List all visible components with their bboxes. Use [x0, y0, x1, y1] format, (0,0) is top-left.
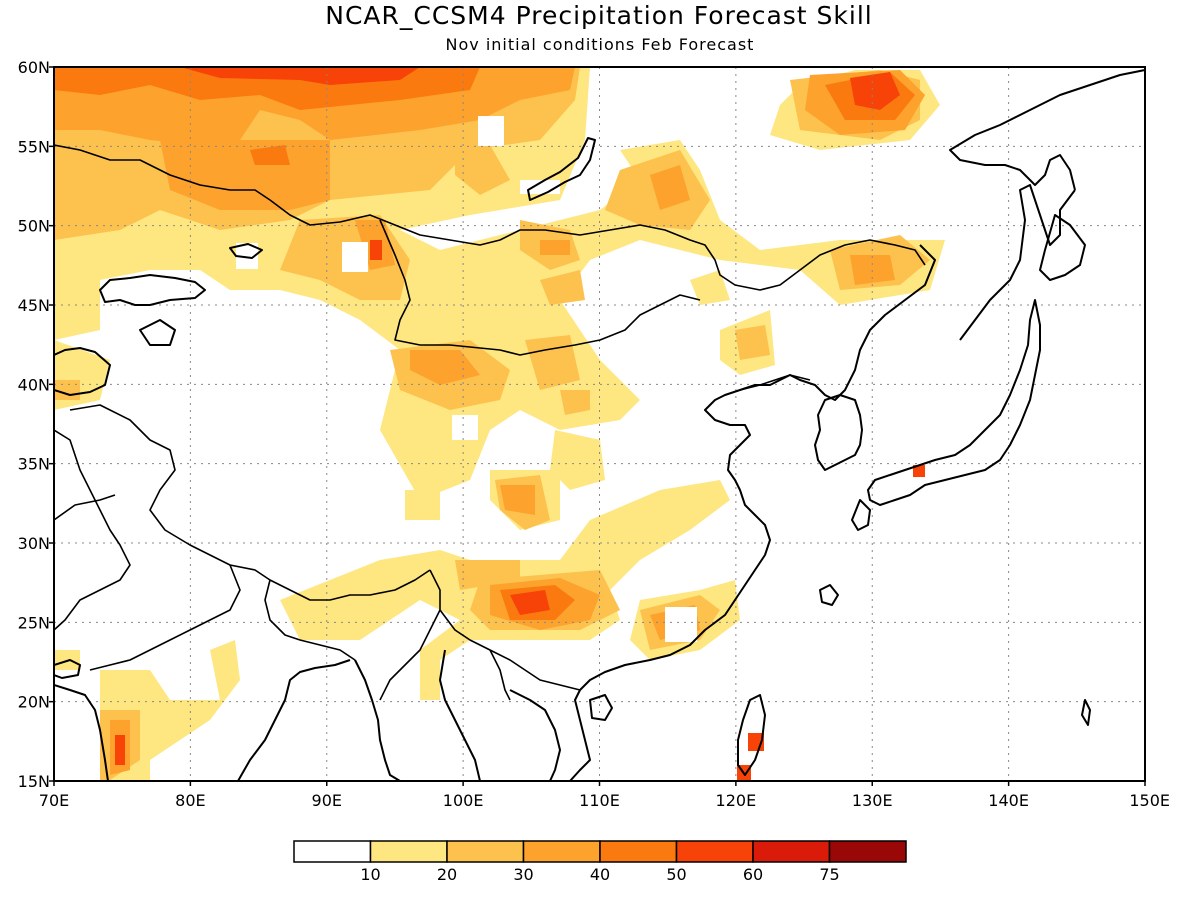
lat-tick-label: 50N — [18, 217, 50, 236]
gridlines — [54, 67, 1145, 781]
colorbar-swatch — [446, 840, 525, 863]
colorbar-label: 30 — [513, 865, 533, 884]
colorbar-label: 10 — [360, 865, 380, 884]
lon-tick-label: 140E — [988, 791, 1029, 810]
axis-ticks — [49, 66, 1146, 786]
colorbar-label: 20 — [437, 865, 457, 884]
lat-tick-label: 20N — [18, 693, 50, 712]
colorbar-swatch — [828, 840, 907, 863]
lon-tick-label: 70E — [39, 791, 69, 810]
colorbar-swatch — [752, 840, 831, 863]
latitude-labels: 15N 20N 25N 30N 35N 40N 45N 50N 55N 60N — [18, 58, 50, 791]
colorbar-swatch — [522, 840, 601, 863]
coastlines — [54, 69, 1145, 781]
lon-tick-label: 100E — [443, 791, 484, 810]
lon-tick-label: 120E — [716, 791, 757, 810]
lon-tick-label: 80E — [175, 791, 205, 810]
lat-tick-label: 55N — [18, 137, 50, 156]
lon-tick-label: 110E — [579, 791, 620, 810]
longitude-labels: 70E 80E 90E 100E 110E 120E 130E 140E 150E — [39, 791, 1170, 810]
colorbar-swatch — [369, 840, 448, 863]
colorbar-label: 50 — [666, 865, 686, 884]
skill-shading-50-60 — [115, 67, 925, 781]
colorbar-label: 40 — [590, 865, 610, 884]
colorbar-swatch — [293, 840, 372, 863]
lat-tick-label: 60N — [18, 58, 50, 77]
lon-tick-label: 90E — [312, 791, 342, 810]
lat-tick-label: 40N — [18, 375, 50, 394]
lon-tick-label: 130E — [852, 791, 893, 810]
figure-subtitle: Nov initial conditions Feb Forecast — [446, 35, 755, 54]
country-borders — [54, 144, 926, 701]
lat-tick-label: 30N — [18, 534, 50, 553]
missing-data-patches — [236, 116, 697, 642]
map-area — [54, 67, 1145, 781]
colorbar: 10 20 30 40 50 60 75 — [293, 840, 907, 884]
colorbar-label: 60 — [743, 865, 763, 884]
colorbar-swatch — [599, 840, 678, 863]
lat-tick-label: 25N — [18, 613, 50, 632]
lon-tick-label: 150E — [1129, 791, 1170, 810]
figure-title: NCAR_CCSM4 Precipitation Forecast Skill — [325, 1, 872, 30]
colorbar-label: 75 — [819, 865, 839, 884]
lat-tick-label: 15N — [18, 772, 50, 791]
lat-tick-label: 45N — [18, 296, 50, 315]
lat-tick-label: 35N — [18, 455, 50, 474]
colorbar-swatch — [675, 840, 754, 863]
